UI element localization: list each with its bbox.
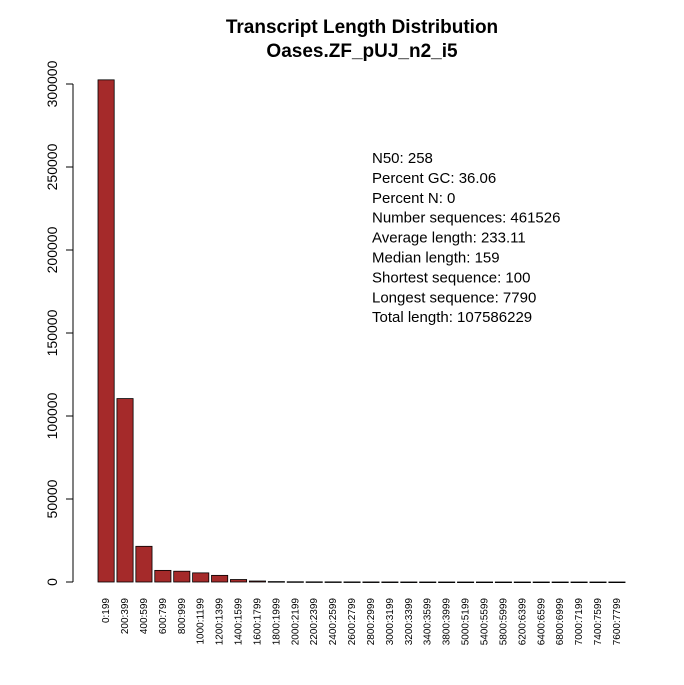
- bars: [97, 79, 626, 583]
- x-tick-label: 1800:1999: [271, 598, 282, 646]
- x-tick-label: 5800:5999: [498, 598, 509, 646]
- x-tick-label: 5000:5199: [461, 598, 472, 646]
- stat-line: Average length: 233.11: [372, 230, 526, 247]
- bar: [419, 581, 437, 583]
- y-tick-label: 0: [44, 578, 60, 586]
- x-tick-label: 1600:1799: [252, 598, 263, 646]
- bar: [589, 581, 607, 583]
- x-tick-label: 3000:3199: [385, 598, 396, 646]
- bar: [135, 545, 153, 583]
- x-tick-label: 200:399: [120, 598, 131, 635]
- bar: [173, 570, 191, 583]
- x-tick-label: 7400:7599: [593, 598, 604, 646]
- x-tick-label: 1200:1399: [215, 598, 226, 646]
- stat-line: N50: 258: [372, 150, 433, 167]
- x-tick-label: 2600:2799: [347, 598, 358, 646]
- bar: [305, 581, 323, 583]
- bar: [343, 581, 361, 583]
- bar: [324, 581, 342, 583]
- bar: [211, 574, 229, 583]
- bar: [475, 581, 493, 583]
- y-tick-label: 100000: [44, 392, 60, 439]
- x-tick-label: 600:799: [158, 598, 169, 635]
- bar: [570, 581, 588, 583]
- bar: [362, 581, 380, 583]
- x-tick-label: 1400:1599: [234, 598, 245, 646]
- y-tick-label: 200000: [44, 226, 60, 273]
- bar: [457, 581, 475, 583]
- stat-line: Median length: 159: [372, 250, 500, 267]
- chart-subtitle: Oases.ZF_pUJ_n2_i5: [266, 41, 458, 62]
- x-tick-label: 800:999: [177, 598, 188, 635]
- x-tick-label: 5400:5599: [480, 598, 491, 646]
- stat-line: Shortest sequence: 100: [372, 269, 530, 286]
- x-tick-label: 2000:2199: [290, 598, 301, 646]
- bar: [532, 581, 550, 583]
- y-tick-label: 50000: [44, 479, 60, 518]
- bar: [513, 581, 531, 583]
- x-tick-label: 3200:3399: [404, 598, 415, 646]
- x-tick-label: 7000:7199: [574, 598, 585, 646]
- stat-line: Longest sequence: 7790: [372, 289, 536, 306]
- bar: [286, 581, 304, 583]
- bar: [97, 79, 115, 583]
- stat-line: Percent N: 0: [372, 190, 455, 207]
- summary-statistics: N50: 258 Percent GC: 36.06 Percent N: 0 Num…: [372, 150, 560, 326]
- x-tick-label: 3400:3599: [423, 598, 434, 646]
- stat-line: Percent GC: 36.06: [372, 170, 496, 187]
- stat-line: Total length: 107586229: [372, 309, 532, 326]
- bar: [494, 581, 512, 583]
- bar: [381, 581, 399, 583]
- y-tick-label: 300000: [44, 60, 60, 107]
- x-tick-label: 6400:6599: [536, 598, 547, 646]
- y-axis: 0 50000 100000 150000 200000 250000 300000: [44, 60, 74, 586]
- x-axis-labels: 0:199 200:399 400:599 600:799 800:999 1000:11…: [101, 598, 623, 646]
- x-tick-label: 1000:1199: [196, 598, 207, 645]
- y-tick-label: 150000: [44, 309, 60, 356]
- x-tick-label: 400:599: [139, 598, 150, 635]
- bar: [267, 581, 285, 583]
- chart-title: Transcript Length Distribution: [226, 17, 498, 38]
- bar: [192, 572, 210, 583]
- x-tick-label: 2400:2599: [328, 598, 339, 646]
- bar: [154, 569, 172, 583]
- bar: [248, 580, 266, 583]
- y-tick-label: 250000: [44, 143, 60, 190]
- bar: [551, 581, 569, 583]
- bar: [608, 581, 626, 583]
- stat-line: Number sequences: 461526: [372, 210, 560, 227]
- x-tick-label: 6200:6399: [517, 598, 528, 646]
- x-tick-label: 6800:6999: [555, 598, 566, 646]
- bar: [438, 581, 456, 583]
- bar: [230, 579, 248, 583]
- x-tick-label: 2800:2999: [366, 598, 377, 646]
- x-tick-label: 3800:3999: [442, 598, 453, 646]
- bar: [116, 398, 134, 583]
- x-tick-label: 7600:7799: [612, 598, 623, 646]
- x-tick-label: 2200:2399: [309, 598, 320, 646]
- x-tick-label: 0:199: [101, 598, 112, 623]
- bar: [400, 581, 418, 583]
